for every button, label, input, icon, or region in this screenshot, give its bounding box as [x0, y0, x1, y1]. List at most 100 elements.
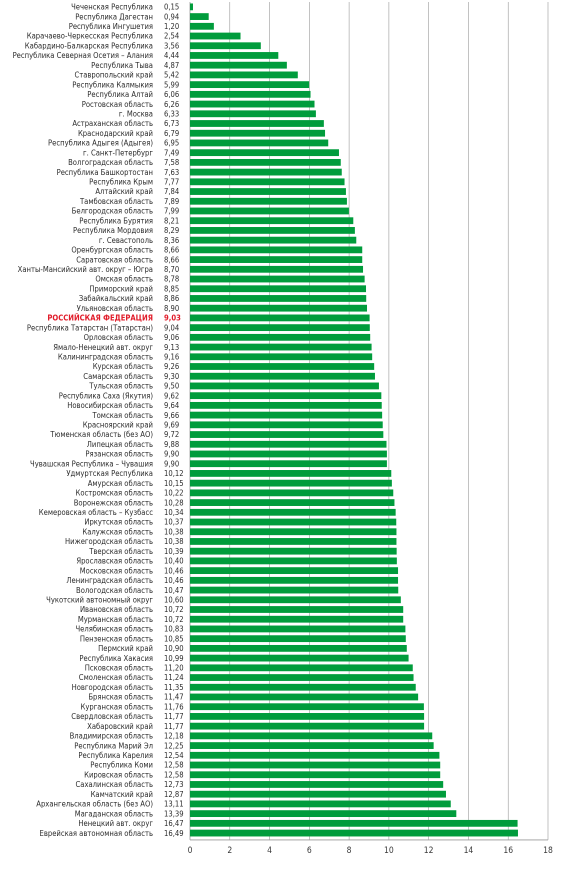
bars [190, 3, 518, 837]
bar [190, 100, 315, 108]
category-label: Белгородская область [72, 207, 153, 216]
value-label: 6,79 [164, 129, 179, 138]
value-labels: 0,150,941,202,543,564,444,875,425,996,06… [164, 3, 184, 838]
bar [190, 790, 446, 798]
category-label: Тамбовская область [79, 197, 153, 206]
bar [190, 188, 346, 195]
category-label: Кемеровская область – Кузбасс [39, 508, 153, 517]
bar [190, 285, 367, 293]
category-label: Калининградская область [58, 352, 153, 361]
value-label: 9,13 [164, 343, 179, 352]
bar [190, 411, 383, 419]
bar [190, 596, 401, 604]
category-label: Иркутская область [84, 518, 153, 527]
value-label: 10,46 [164, 576, 184, 585]
value-label: 7,99 [164, 207, 179, 216]
bar [190, 382, 379, 390]
bar [190, 674, 414, 681]
value-label: 10,46 [164, 566, 184, 575]
bar [190, 489, 394, 497]
category-label: Свердловская область [71, 712, 153, 721]
bar [190, 197, 347, 205]
x-tick-label: 8 [347, 846, 352, 856]
category-label: Московская область [80, 566, 153, 575]
category-label: Челябинская область [75, 625, 153, 634]
category-label: Республика Коми [90, 761, 153, 770]
bar [190, 606, 404, 613]
bar [190, 664, 413, 672]
category-label: Пензенская область [80, 634, 153, 643]
bar [190, 343, 372, 351]
value-label: 10,38 [164, 527, 184, 536]
value-label: 11,24 [164, 673, 184, 682]
category-label: Республика Башкортостан [57, 168, 153, 177]
value-label: 7,49 [164, 148, 179, 157]
value-label: 0,15 [164, 3, 179, 12]
bar [190, 227, 355, 234]
value-label: 12,58 [164, 761, 184, 770]
category-label: Кировская область [84, 770, 153, 779]
value-label: 3,56 [164, 41, 179, 50]
bar [190, 178, 345, 186]
bar [190, 644, 407, 652]
bar [190, 81, 310, 89]
bar [190, 207, 349, 215]
bar [190, 90, 311, 98]
category-label: Чувашская Республика – Чувашия [30, 459, 153, 468]
bar [190, 713, 425, 720]
bar [190, 470, 392, 477]
category-label: Астраханская область [72, 119, 153, 128]
x-tick-label: 18 [543, 846, 553, 856]
value-label: 9,06 [164, 333, 179, 342]
value-label: 12,58 [164, 770, 184, 779]
value-label: 8,21 [164, 216, 179, 225]
value-label: 9,16 [164, 352, 179, 361]
category-label: Республика Алтай [87, 90, 153, 99]
category-label: Республика Карелия [78, 751, 153, 760]
category-label: Вологодская область [76, 586, 153, 595]
value-label: 5,99 [164, 80, 179, 89]
category-label: Смоленская область [79, 673, 153, 682]
bar [190, 295, 367, 302]
x-tick-label: 16 [503, 846, 513, 856]
category-label: Курская область [93, 362, 153, 371]
value-label: 7,77 [164, 178, 179, 187]
x-tick-label: 6 [307, 846, 312, 856]
bar [190, 275, 365, 283]
category-label: Кабардино-Балкарская Республика [25, 41, 153, 50]
value-label: 8,36 [164, 236, 179, 245]
category-label: Республика Северная Осетия – Алания [13, 51, 153, 60]
bar [190, 703, 424, 711]
value-label: 6,95 [164, 139, 179, 148]
category-label: Алтайский край [95, 187, 153, 196]
category-label: Республика Дагестан [75, 12, 153, 21]
value-label: 10,72 [164, 605, 184, 614]
category-label: Камчатский край [91, 790, 153, 799]
bar [190, 800, 451, 808]
category-label: Волгоградская область [68, 158, 153, 167]
value-label: 9,04 [164, 323, 179, 332]
category-label: Забайкальский край [79, 294, 153, 303]
bar [190, 557, 397, 565]
category-label: Республика Бурятия [79, 216, 153, 225]
value-label: 4,87 [164, 61, 179, 70]
value-label: 8,29 [164, 226, 179, 235]
value-label: 10,90 [164, 644, 184, 653]
value-label: 12,25 [164, 741, 184, 750]
bar [190, 246, 363, 254]
category-label: Республика Крым [89, 178, 153, 187]
value-label: 7,89 [164, 197, 179, 206]
category-label: Республика Марий Эл [74, 741, 153, 750]
category-label: Краснодарский край [78, 129, 153, 138]
bar [190, 431, 384, 438]
value-label: 8,85 [164, 284, 179, 293]
value-label: 10,28 [164, 498, 184, 507]
x-tick-label: 4 [267, 846, 272, 856]
category-label: Орловская область [84, 333, 153, 342]
value-label: 12,54 [164, 751, 184, 760]
value-label: 16,49 [164, 829, 184, 838]
bar [190, 265, 364, 273]
value-label: 10,39 [164, 547, 184, 556]
x-tick-label: 2 [227, 846, 232, 856]
bar [190, 401, 382, 409]
